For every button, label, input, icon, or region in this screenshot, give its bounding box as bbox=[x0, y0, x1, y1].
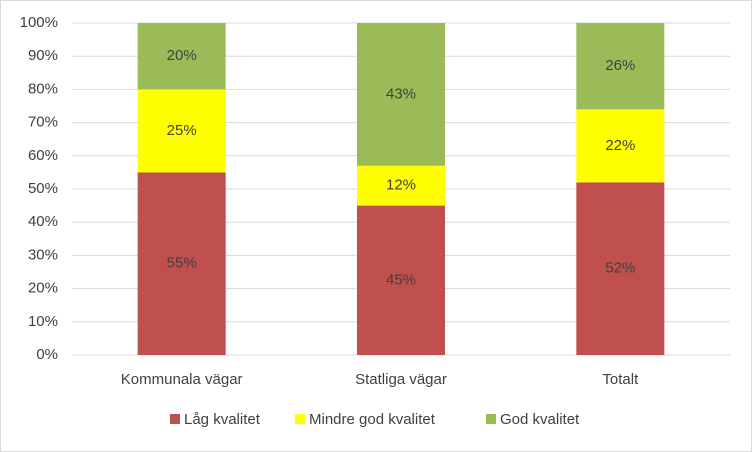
x-tick-label: Statliga vägar bbox=[355, 371, 447, 388]
bar-segment bbox=[137, 89, 226, 173]
bar-segment bbox=[137, 172, 226, 355]
bar-segment bbox=[576, 109, 665, 183]
bar-segment bbox=[357, 165, 445, 206]
y-tick-label: 30% bbox=[28, 246, 58, 263]
legend-label: Låg kvalitet bbox=[184, 411, 261, 428]
legend-label: Mindre god kvalitet bbox=[309, 411, 436, 428]
bar-segment bbox=[357, 23, 445, 166]
bar-segment bbox=[576, 182, 665, 355]
y-tick-label: 90% bbox=[28, 47, 58, 64]
data-label: 45% bbox=[386, 271, 416, 288]
x-tick-label: Kommunala vägar bbox=[121, 371, 243, 388]
y-tick-label: 10% bbox=[28, 313, 58, 330]
y-tick-label: 0% bbox=[36, 346, 58, 363]
x-tick-label: Totalt bbox=[602, 371, 639, 388]
y-tick-label: 20% bbox=[28, 280, 58, 297]
bar-segment bbox=[357, 205, 445, 355]
bar-segment bbox=[576, 23, 665, 110]
legend-swatch bbox=[295, 414, 305, 424]
data-label: 20% bbox=[167, 47, 197, 64]
data-label: 26% bbox=[605, 57, 635, 74]
legend-swatch bbox=[486, 414, 496, 424]
data-label: 55% bbox=[167, 255, 197, 272]
legend-swatch bbox=[170, 414, 180, 424]
data-label: 22% bbox=[605, 137, 635, 154]
data-label: 43% bbox=[386, 85, 416, 102]
y-tick-label: 50% bbox=[28, 180, 58, 197]
y-tick-label: 70% bbox=[28, 114, 58, 131]
y-tick-label: 60% bbox=[28, 147, 58, 164]
y-tick-label: 40% bbox=[28, 213, 58, 230]
y-tick-label: 100% bbox=[20, 14, 58, 31]
bar-segment bbox=[137, 23, 226, 90]
data-label: 12% bbox=[386, 177, 416, 194]
legend-label: God kvalitet bbox=[500, 411, 580, 428]
y-tick-label: 80% bbox=[28, 80, 58, 97]
data-label: 52% bbox=[605, 260, 635, 277]
data-label: 25% bbox=[167, 122, 197, 139]
